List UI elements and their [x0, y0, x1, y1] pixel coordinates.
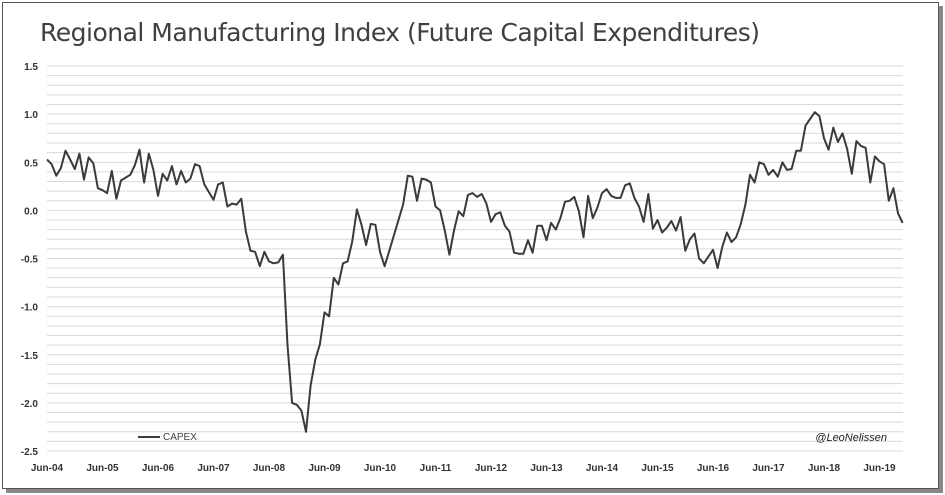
legend-label-capex: CAPEX: [163, 432, 197, 443]
x-tick-label: Jun-16: [697, 463, 730, 474]
y-tick-label: -2.0: [21, 399, 39, 410]
x-tick-label: Jun-13: [530, 463, 563, 474]
watermark: @LeoNelissen: [815, 432, 887, 444]
x-tick-label: Jun-15: [641, 463, 674, 474]
x-tick-label: Jun-11: [420, 463, 452, 474]
x-tick-label: Jun-18: [808, 463, 841, 474]
chart-title: Regional Manufacturing Index (Future Cap…: [40, 18, 760, 47]
chart-frame: [2, 2, 939, 489]
y-tick-label: 1.0: [24, 110, 38, 121]
y-tick-label: -1.0: [21, 303, 39, 314]
y-tick-label: 0.5: [24, 158, 38, 169]
y-tick-label: -0.5: [21, 255, 39, 266]
series-line-capex: [46, 111, 904, 433]
x-tick-label: Jun-08: [253, 463, 286, 474]
x-tick-label: Jun-14: [586, 463, 619, 474]
x-tick-label: Jun-04: [31, 463, 64, 474]
x-tick-label: Jun-10: [364, 463, 397, 474]
x-tick-label: Jun-19: [863, 463, 896, 474]
legend: CAPEX: [138, 432, 197, 443]
x-tick-label: Jun-09: [308, 463, 341, 474]
x-tick-label: Jun-05: [86, 463, 119, 474]
x-axis-ticks: Jun-04 Jun-05 Jun-06 Jun-07 Jun-08 Jun-09 Jun-…: [31, 463, 896, 474]
grid-lines: [47, 65, 903, 452]
x-tick-label: Jun-17: [752, 463, 785, 474]
y-tick-label: 0.0: [24, 206, 38, 217]
y-tick-label: -1.5: [21, 351, 39, 362]
x-tick-label: Jun-12: [475, 463, 508, 474]
series-group: [46, 111, 904, 433]
y-tick-label: -2.5: [21, 447, 39, 458]
x-tick-label: Jun-06: [142, 463, 175, 474]
x-tick-label: Jun-07: [197, 463, 230, 474]
y-axis-ticks: 1.5 1.0 0.5 0.0 -0.5 -1.0 -1.5 -2.0 -2.5: [21, 62, 39, 458]
y-tick-label: 1.5: [24, 62, 38, 73]
